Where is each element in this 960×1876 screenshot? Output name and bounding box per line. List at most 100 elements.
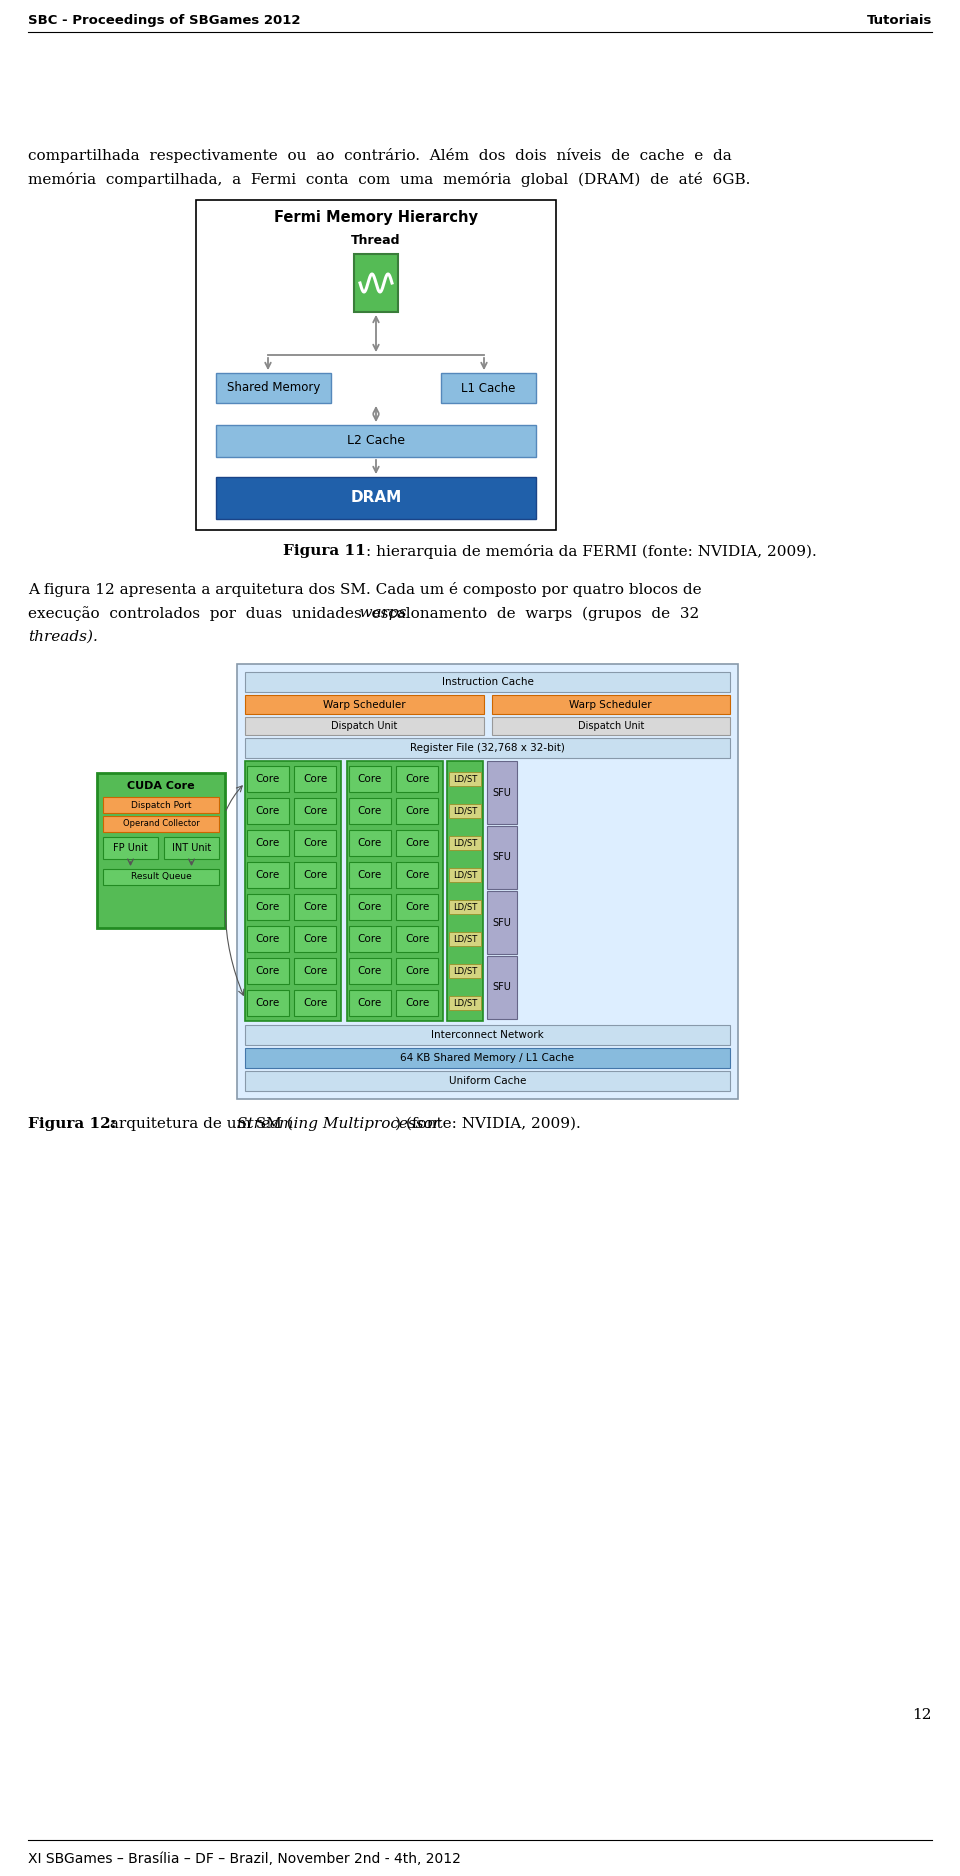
FancyBboxPatch shape <box>396 765 438 792</box>
Text: Core: Core <box>256 775 280 784</box>
FancyBboxPatch shape <box>247 797 289 824</box>
Text: Tutoriais: Tutoriais <box>867 13 932 26</box>
FancyBboxPatch shape <box>449 773 481 786</box>
FancyBboxPatch shape <box>103 797 219 812</box>
Text: LD/ST: LD/ST <box>453 934 477 944</box>
Text: Streaming Multiprocessor: Streaming Multiprocessor <box>237 1116 440 1131</box>
Text: Uniform Cache: Uniform Cache <box>449 1077 526 1086</box>
Text: DRAM: DRAM <box>350 490 401 505</box>
Text: Core: Core <box>358 998 382 1007</box>
FancyBboxPatch shape <box>245 762 341 1021</box>
Text: Figura 11: Figura 11 <box>283 544 366 557</box>
Text: LD/ST: LD/ST <box>453 902 477 912</box>
Text: Core: Core <box>358 870 382 880</box>
Text: Core: Core <box>256 998 280 1007</box>
Text: Core: Core <box>256 870 280 880</box>
FancyBboxPatch shape <box>487 825 517 889</box>
Text: SFU: SFU <box>492 917 512 927</box>
Text: Core: Core <box>256 902 280 912</box>
Text: arquitetura de um SM (: arquitetura de um SM ( <box>105 1116 293 1131</box>
FancyBboxPatch shape <box>354 253 398 311</box>
FancyBboxPatch shape <box>441 373 536 403</box>
FancyBboxPatch shape <box>216 426 536 458</box>
Text: Interconnect Network: Interconnect Network <box>431 1030 544 1039</box>
Text: A figura 12 apresenta a arquitetura dos SM. Cada um é composto por quatro blocos: A figura 12 apresenta a arquitetura dos … <box>28 582 702 597</box>
Text: Core: Core <box>302 775 327 784</box>
FancyBboxPatch shape <box>294 829 336 855</box>
FancyBboxPatch shape <box>449 837 481 850</box>
Text: Core: Core <box>405 998 429 1007</box>
Text: Core: Core <box>358 807 382 816</box>
Text: Core: Core <box>358 775 382 784</box>
FancyBboxPatch shape <box>247 861 289 887</box>
Text: Instruction Cache: Instruction Cache <box>442 677 534 687</box>
FancyBboxPatch shape <box>349 927 391 951</box>
FancyBboxPatch shape <box>349 959 391 985</box>
FancyBboxPatch shape <box>294 927 336 951</box>
FancyBboxPatch shape <box>103 837 158 859</box>
Text: Core: Core <box>302 807 327 816</box>
FancyBboxPatch shape <box>447 762 483 1021</box>
FancyBboxPatch shape <box>294 797 336 824</box>
Text: ) (fonte: NVIDIA, 2009).: ) (fonte: NVIDIA, 2009). <box>395 1116 581 1131</box>
FancyBboxPatch shape <box>103 869 219 885</box>
Text: LD/ST: LD/ST <box>453 775 477 784</box>
Text: compartilhada  respectivamente  ou  ao  contrário.  Além  dos  dois  níveis  de : compartilhada respectivamente ou ao cont… <box>28 148 732 163</box>
FancyBboxPatch shape <box>349 829 391 855</box>
Text: Core: Core <box>358 966 382 976</box>
FancyBboxPatch shape <box>449 996 481 1009</box>
Text: Register File (32,768 x 32-bit): Register File (32,768 x 32-bit) <box>410 743 564 752</box>
Text: Core: Core <box>302 839 327 848</box>
Text: Core: Core <box>405 966 429 976</box>
Text: Result Queue: Result Queue <box>131 872 191 882</box>
FancyBboxPatch shape <box>247 959 289 985</box>
FancyBboxPatch shape <box>164 837 219 859</box>
Text: Core: Core <box>405 807 429 816</box>
FancyBboxPatch shape <box>294 991 336 1017</box>
Text: Core: Core <box>256 807 280 816</box>
Text: SFU: SFU <box>492 852 512 863</box>
Text: Core: Core <box>405 934 429 944</box>
Text: Core: Core <box>256 966 280 976</box>
FancyBboxPatch shape <box>103 816 219 831</box>
FancyBboxPatch shape <box>449 900 481 914</box>
FancyBboxPatch shape <box>196 201 556 531</box>
FancyBboxPatch shape <box>449 932 481 946</box>
Text: Shared Memory: Shared Memory <box>227 381 321 394</box>
FancyBboxPatch shape <box>245 1024 730 1045</box>
Text: SFU: SFU <box>492 788 512 797</box>
FancyBboxPatch shape <box>449 869 481 882</box>
FancyBboxPatch shape <box>396 991 438 1017</box>
Text: 64 KB Shared Memory / L1 Cache: 64 KB Shared Memory / L1 Cache <box>400 1052 574 1064</box>
Text: LD/ST: LD/ST <box>453 807 477 816</box>
FancyBboxPatch shape <box>245 737 730 758</box>
Text: Fermi Memory Hierarchy: Fermi Memory Hierarchy <box>274 210 478 225</box>
Text: Core: Core <box>405 870 429 880</box>
FancyBboxPatch shape <box>216 373 331 403</box>
FancyBboxPatch shape <box>237 664 738 1099</box>
Text: Dispatch Unit: Dispatch Unit <box>578 720 644 732</box>
FancyBboxPatch shape <box>245 672 730 692</box>
Text: Dispatch Unit: Dispatch Unit <box>331 720 397 732</box>
FancyBboxPatch shape <box>347 762 443 1021</box>
FancyBboxPatch shape <box>487 891 517 955</box>
Text: Warp Scheduler: Warp Scheduler <box>569 700 652 709</box>
FancyBboxPatch shape <box>449 964 481 977</box>
Text: SFU: SFU <box>492 983 512 992</box>
Text: memória  compartilhada,  a  Fermi  conta  com  uma  memória  global  (DRAM)  de : memória compartilhada, a Fermi conta com… <box>28 173 751 188</box>
Text: Core: Core <box>302 998 327 1007</box>
FancyBboxPatch shape <box>487 762 517 824</box>
FancyBboxPatch shape <box>294 959 336 985</box>
Text: Warp Scheduler: Warp Scheduler <box>323 700 405 709</box>
Text: Core: Core <box>302 966 327 976</box>
FancyBboxPatch shape <box>247 927 289 951</box>
FancyBboxPatch shape <box>487 957 517 1019</box>
Text: execução  controlados  por  duas  unidades  escalonamento  de  warps  (grupos  d: execução controlados por duas unidades e… <box>28 606 699 621</box>
FancyBboxPatch shape <box>247 991 289 1017</box>
FancyBboxPatch shape <box>97 773 225 929</box>
Text: Core: Core <box>302 870 327 880</box>
Text: INT Unit: INT Unit <box>172 842 211 854</box>
FancyBboxPatch shape <box>492 717 730 735</box>
Text: SBC - Proceedings of SBGames 2012: SBC - Proceedings of SBGames 2012 <box>28 13 300 26</box>
Text: 12: 12 <box>913 1707 932 1722</box>
